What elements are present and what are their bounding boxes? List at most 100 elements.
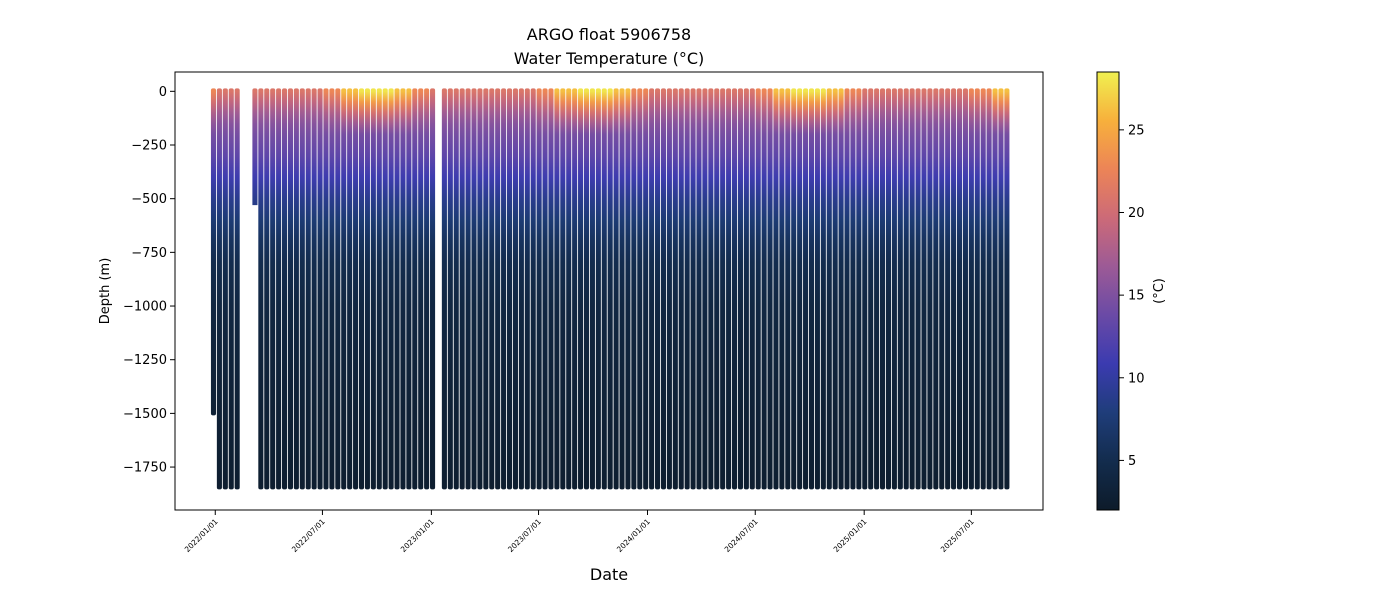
profile-column [945,88,951,490]
profile-column [909,88,915,490]
colorbar [1096,71,1120,511]
profile-column [453,88,459,490]
profile-column [370,88,376,490]
profile-column [465,88,471,490]
profile-column [643,88,649,490]
profile-column [323,88,329,490]
profile-column [276,88,282,490]
profile-column [495,88,501,490]
colorbar-tick-label: 5 [1128,454,1136,469]
profile-column [347,88,353,490]
profile-column [951,88,957,490]
profile-column [832,88,838,490]
profile-column [980,88,986,490]
colorbar-ticks: 5 10 15 20 25 [1119,123,1145,469]
profile-column [234,88,240,490]
profile-column [518,88,524,490]
profile-column [968,88,974,490]
colorbar-tick-label: 15 [1128,289,1145,304]
profile-column [826,88,832,490]
profile-column [856,88,862,490]
profile-column [477,88,483,490]
profile-column [820,88,826,490]
profile-column [891,88,897,490]
profile-column [554,88,560,490]
profile-column [927,88,933,490]
profile-gap [251,205,259,493]
profile-column [637,88,643,490]
profile-column [672,88,678,490]
profile-column [696,88,702,490]
profile-column [424,88,430,490]
profile-column [530,88,536,490]
x-tick-label: 2023/01/01 [399,517,436,554]
profile-column [376,88,382,490]
profile-column [874,88,880,490]
profile-column [915,88,921,490]
y-tick-label: −1000 [123,300,167,315]
y-tick-label: 0 [159,85,167,100]
profile-column [388,88,394,490]
x-tick-label: 2023/07/01 [506,517,543,554]
profile-column [885,88,892,490]
profile-column [412,88,418,490]
profile-column [625,88,631,490]
profile-column [880,88,886,490]
profile-column [364,88,370,490]
profile-column [992,88,998,490]
profile-column [506,88,513,490]
profile-column [501,88,507,490]
profile-column [281,88,288,490]
y-tick-label: −1750 [123,461,167,476]
profile-column [335,88,341,490]
profile-column [311,88,317,490]
profile-column [607,88,613,490]
profile-column [803,88,809,490]
y-axis: 0 −250 −500 −750 −1000 −1250 −1500 −1750 [123,85,175,476]
profile-column [430,88,436,490]
profile-column [578,88,584,490]
profile-column [903,88,909,490]
profile-column [317,88,323,490]
profile-column [684,88,690,490]
x-tick-label: 2025/01/01 [832,517,869,554]
profile-column [690,88,696,490]
profile-column [270,88,276,490]
profile-column [512,88,518,490]
profile-column [394,88,400,490]
profile-column [986,88,992,490]
profile-column [761,88,767,490]
profile-column [743,88,749,490]
profile-column [228,88,234,490]
profile-column [293,88,299,490]
profile-column [797,88,803,490]
profile-column [749,88,755,490]
profile-column [483,88,489,490]
colorbar-tick-label: 10 [1128,371,1145,386]
plot-frame [174,71,1044,511]
x-tick-label: 2022/07/01 [290,517,327,554]
x-tick-label: 2022/01/01 [183,517,220,554]
x-tick-label: 2024/07/01 [723,517,760,554]
profile-column [844,88,850,490]
profile-column [471,88,477,490]
profile-column [720,88,726,490]
profile-column [631,88,637,490]
profile-column [962,88,968,490]
profile-column [678,88,684,490]
profile-column [341,88,347,490]
profile-column [210,88,217,416]
profile-column [773,88,779,490]
profile-column [933,88,939,490]
profile-column [649,88,655,490]
y-axis-label: Depth (m) [98,258,113,325]
profile-column [619,88,625,490]
profile-column [702,88,708,490]
profile-column [613,88,619,490]
colorbar-tick-label: 25 [1128,123,1145,138]
profile-column [939,88,945,490]
colorbar-tick-label: 20 [1128,206,1145,221]
profile-column [560,88,566,490]
profile-column [838,88,844,490]
